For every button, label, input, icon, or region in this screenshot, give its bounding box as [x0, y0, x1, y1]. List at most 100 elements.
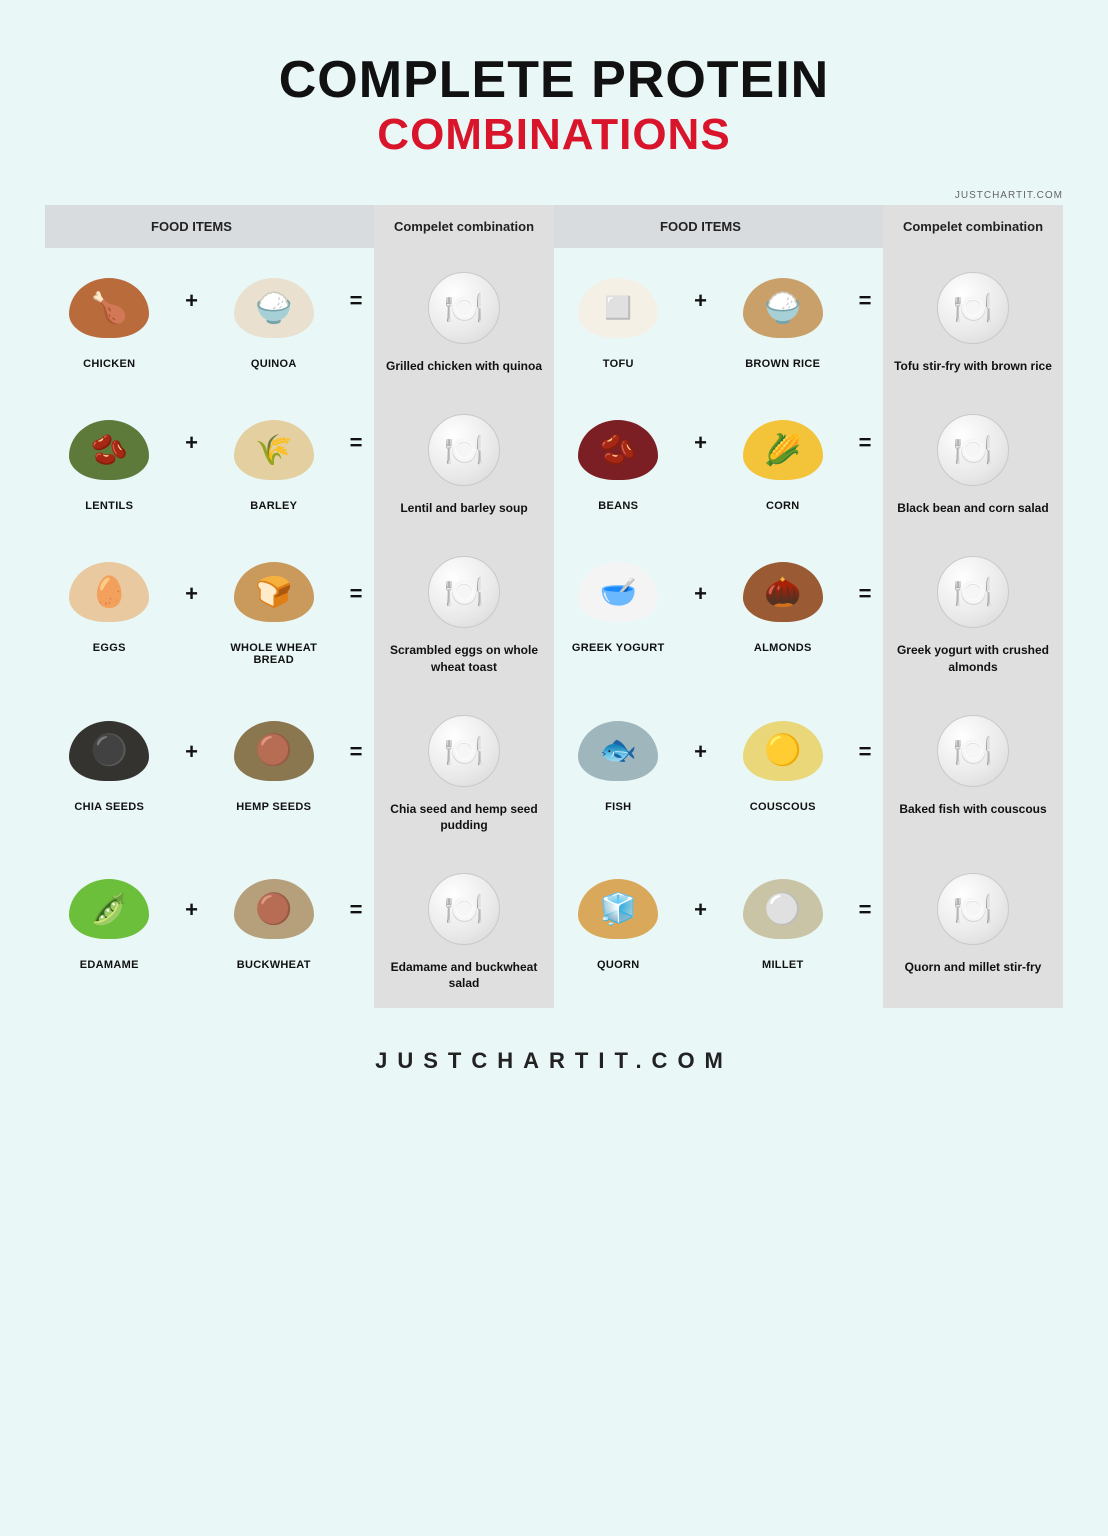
food-icon: 🧊	[573, 869, 663, 949]
food-label: COUSCOUS	[750, 801, 816, 813]
food-icon: 🍞	[229, 552, 319, 632]
food-cell-4-lb: 🟤 BUCKWHEAT	[210, 849, 339, 1007]
combo-cell: 🍽️Grilled chicken with quinoa	[374, 248, 554, 390]
food-icon: 🌾	[229, 410, 319, 490]
infographic-container: COMPLETE PROTEIN COMBINATIONS JUSTCHARTI…	[0, 0, 1108, 1104]
food-label: QUINOA	[251, 358, 297, 370]
header-combo-left: Compelet combination	[374, 205, 554, 248]
equals-op: =	[338, 849, 374, 1007]
food-label: BROWN RICE	[745, 358, 820, 370]
combo-label: Quorn and millet stir-fry	[905, 959, 1042, 975]
combo-label: Edamame and buckwheat salad	[384, 959, 544, 991]
food-label: QUORN	[597, 959, 639, 971]
equals-op: =	[847, 248, 883, 390]
food-cell-0-ra: ◻️ TOFU	[554, 248, 683, 390]
plus-op: +	[683, 248, 719, 390]
food-label: EGGS	[93, 642, 126, 654]
equals-op: =	[338, 248, 374, 390]
food-cell-2-lb: 🍞 WHOLE WHEAT BREAD	[210, 532, 339, 690]
food-icon: 🍚	[738, 268, 828, 348]
plus-op: +	[174, 849, 210, 1007]
food-icon: 🟤	[229, 711, 319, 791]
food-icon: 🫘	[573, 410, 663, 490]
food-label: BUCKWHEAT	[237, 959, 311, 971]
header-combo-right: Compelet combination	[883, 205, 1063, 248]
equals-op: =	[847, 532, 883, 690]
combo-cell: 🍽️ Black bean and corn salad	[883, 390, 1063, 532]
combo-cell: 🍽️Lentil and barley soup	[374, 390, 554, 532]
food-icon: 🟡	[738, 711, 828, 791]
food-icon: 🟤	[229, 869, 319, 949]
header-spacer-right	[847, 205, 883, 248]
combo-cell: 🍽️ Chia seed and hemp seed pudding	[374, 691, 554, 849]
header-food-items-left: FOOD ITEMS	[45, 205, 338, 248]
plus-op: +	[683, 849, 719, 1007]
food-cell-2-rb: 🌰 ALMONDS	[719, 532, 848, 690]
food-icon: ◻️	[573, 268, 663, 348]
food-label: WHOLE WHEAT BREAD	[214, 642, 335, 666]
food-icon: 🫘	[64, 410, 154, 490]
food-icon: 🫛	[64, 869, 154, 949]
combo-icon: 🍽️	[419, 268, 509, 348]
protein-table: FOOD ITEMS Compelet combination FOOD ITE…	[45, 205, 1063, 1008]
food-label: ALMONDS	[754, 642, 812, 654]
equals-op: =	[847, 390, 883, 532]
combo-cell: 🍽️Edamame and buckwheat salad	[374, 849, 554, 1007]
food-icon: 🌽	[738, 410, 828, 490]
food-label: GREEK YOGURT	[572, 642, 665, 654]
food-icon: 🐟	[573, 711, 663, 791]
combo-icon: 🍽️	[419, 711, 509, 791]
food-cell-2-ra: 🥣 GREEK YOGURT	[554, 532, 683, 690]
combo-label: Chia seed and hemp seed pudding	[384, 801, 544, 833]
title-block: COMPLETE PROTEIN COMBINATIONS	[45, 50, 1063, 160]
plus-op: +	[174, 248, 210, 390]
food-cell-4-ra: 🧊 QUORN	[554, 849, 683, 1007]
header-spacer-left	[338, 205, 374, 248]
food-cell-2-la: 🥚 EGGS	[45, 532, 174, 690]
food-label: CORN	[766, 500, 800, 512]
food-cell-3-ra: 🐟FISH	[554, 691, 683, 849]
food-cell-0-lb: 🍚 QUINOA	[210, 248, 339, 390]
food-icon: 🥚	[64, 552, 154, 632]
header-food-items-right: FOOD ITEMS	[554, 205, 847, 248]
combo-label: Scrambled eggs on whole wheat toast	[384, 642, 544, 674]
food-icon: 🍚	[229, 268, 319, 348]
food-icon: ⚪	[738, 869, 828, 949]
equals-op: =	[847, 691, 883, 849]
equals-op: =	[338, 532, 374, 690]
combo-label: Greek yogurt with crushed almonds	[893, 642, 1053, 674]
food-label: LENTILS	[85, 500, 133, 512]
combo-cell: 🍽️Greek yogurt with crushed almonds	[883, 532, 1063, 690]
food-cell-3-la: ⚫CHIA SEEDS	[45, 691, 174, 849]
title-line-2: COMBINATIONS	[45, 110, 1063, 160]
plus-op: +	[174, 390, 210, 532]
plus-op: +	[683, 390, 719, 532]
food-cell-4-rb: ⚪ MILLET	[719, 849, 848, 1007]
plus-op: +	[683, 691, 719, 849]
food-cell-4-la: 🫛EDAMAME	[45, 849, 174, 1007]
plus-op: +	[174, 532, 210, 690]
combo-icon: 🍽️	[928, 268, 1018, 348]
food-label: HEMP SEEDS	[236, 801, 311, 813]
title-line-1: COMPLETE PROTEIN	[45, 50, 1063, 110]
food-cell-0-rb: 🍚 BROWN RICE	[719, 248, 848, 390]
food-cell-3-lb: 🟤 HEMP SEEDS	[210, 691, 339, 849]
combo-icon: 🍽️	[419, 552, 509, 632]
food-label: MILLET	[762, 959, 804, 971]
food-label: CHICKEN	[83, 358, 135, 370]
combo-label: Black bean and corn salad	[897, 500, 1048, 516]
food-icon: 🥣	[573, 552, 663, 632]
equals-op: =	[338, 390, 374, 532]
food-icon: ⚫	[64, 711, 154, 791]
combo-icon: 🍽️	[928, 410, 1018, 490]
food-icon: 🍗	[64, 268, 154, 348]
combo-label: Baked fish with couscous	[899, 801, 1046, 817]
equals-op: =	[338, 691, 374, 849]
food-cell-1-rb: 🌽 CORN	[719, 390, 848, 532]
combo-cell: 🍽️Tofu stir-fry with brown rice	[883, 248, 1063, 390]
food-icon: 🌰	[738, 552, 828, 632]
combo-cell: 🍽️Baked fish with couscous	[883, 691, 1063, 849]
food-label: TOFU	[603, 358, 634, 370]
equals-op: =	[847, 849, 883, 1007]
plus-op: +	[683, 532, 719, 690]
